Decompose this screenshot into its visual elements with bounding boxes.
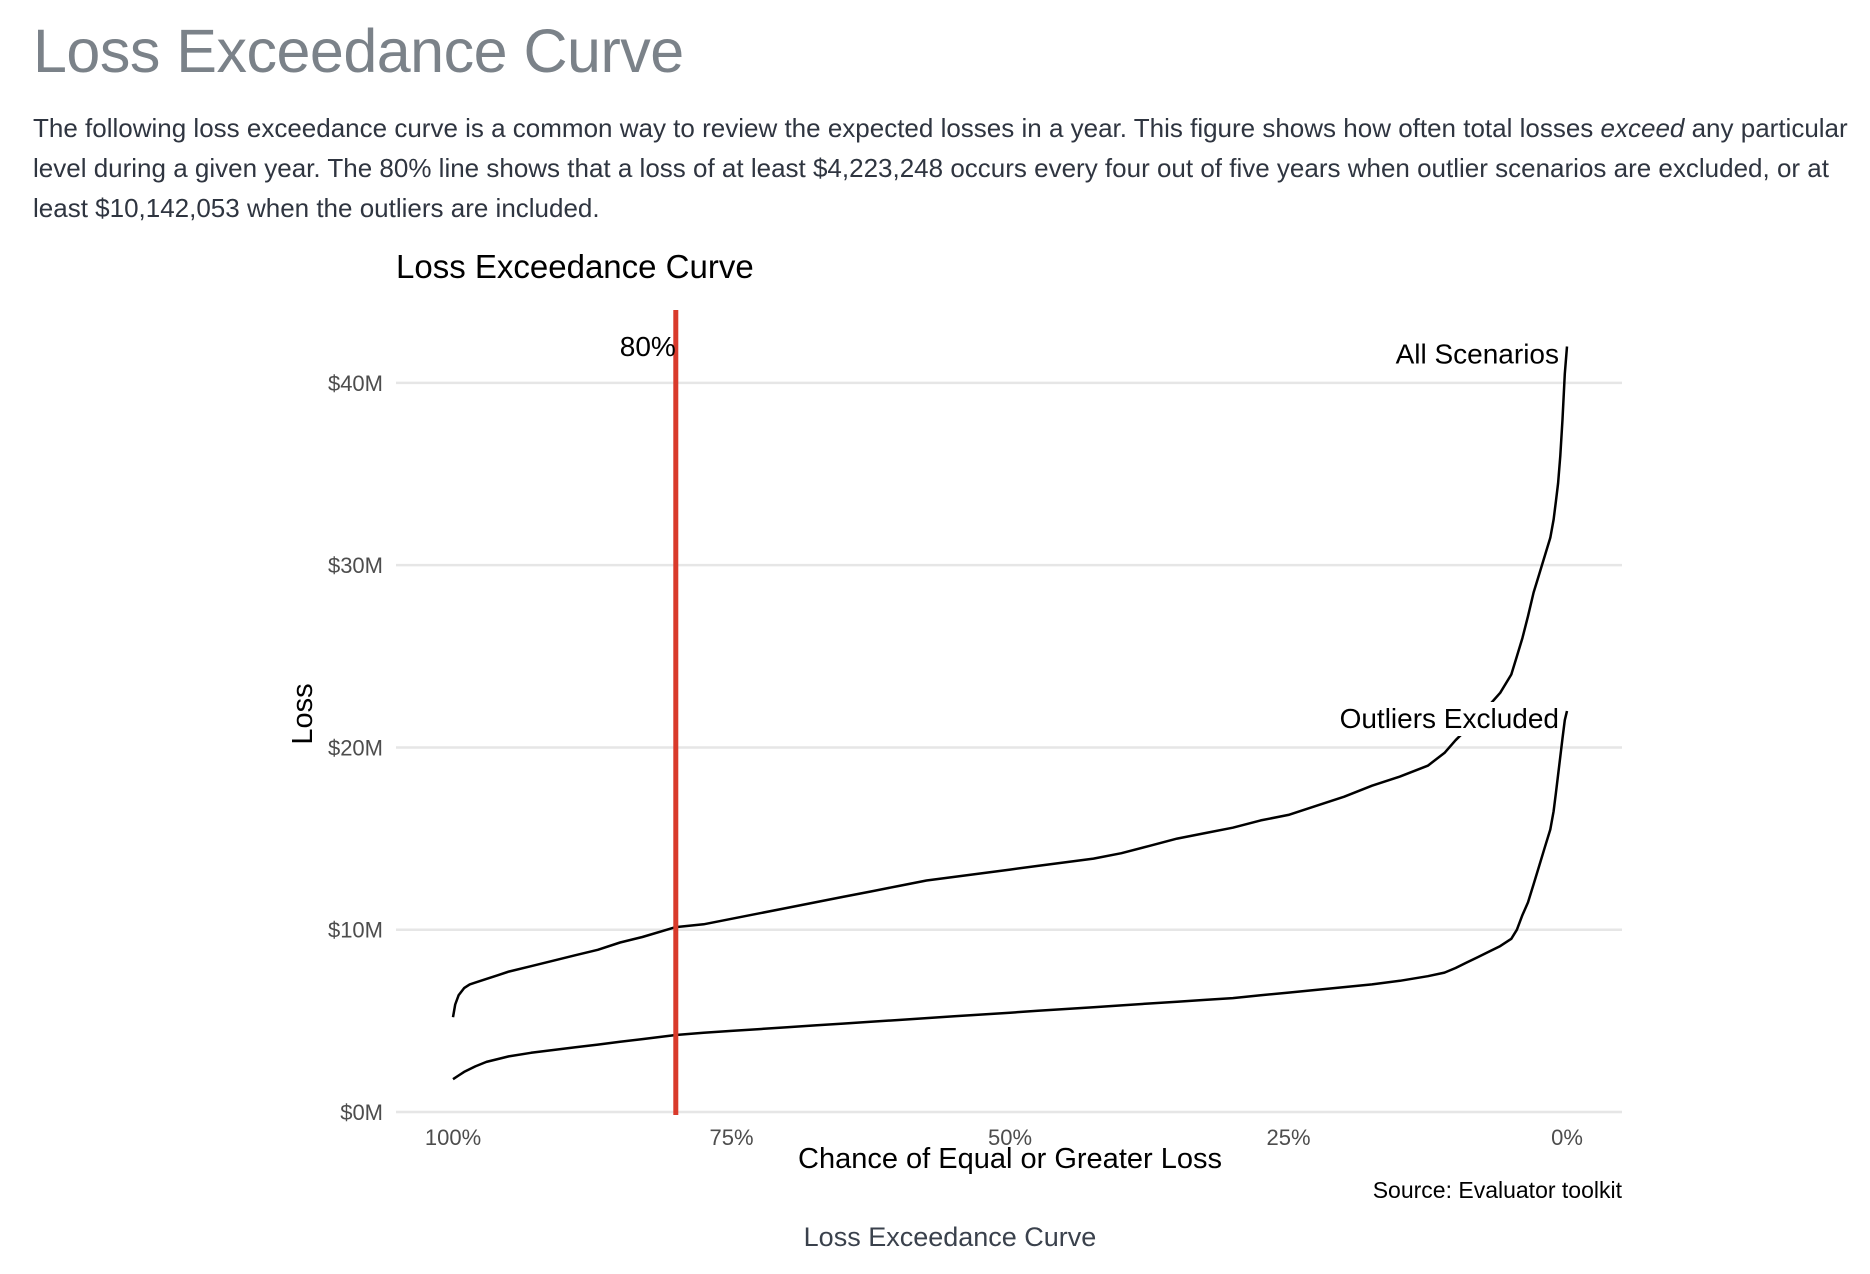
y-tick-label: $20M [328, 735, 383, 760]
reference-line-label: 80% [620, 331, 676, 362]
grid-lines [396, 381, 1622, 1114]
loss-exceedance-chart: 80% $0M $10M $20M $30M $40M 100% 75% 50% 25% 0% Al… [287, 248, 1623, 1203]
x-tick-label: 75% [709, 1125, 753, 1150]
series-label: All Scenarios [1396, 338, 1559, 369]
y-tick-label: $40M [328, 371, 383, 396]
intro-text-part2: any particular level during a given year… [33, 113, 1848, 223]
intro-emphasis: exceed [1600, 113, 1685, 143]
series-label-background [1336, 702, 1559, 736]
curves [451, 346, 1569, 1081]
series-label-background [1392, 337, 1559, 372]
series-label: Outliers Excluded [1340, 703, 1559, 734]
labels: $0M $10M $20M $30M $40M 100% 75% 50% 25% 0% All Sc… [328, 337, 1583, 1150]
x-tick-label: 0% [1551, 1125, 1583, 1150]
chart-source-caption: Source: Evaluator toolkit [1373, 1177, 1623, 1203]
y-axis-title: Loss [287, 683, 319, 744]
page-title: Loss Exceedance Curve [33, 17, 684, 85]
series-line-all-scenarios [451, 346, 1569, 1018]
x-tick-label: 100% [425, 1125, 481, 1150]
chart-title: Loss Exceedance Curve [396, 248, 754, 285]
x-tick-label: 50% [988, 1125, 1032, 1150]
y-tick-label: $0M [340, 1100, 383, 1125]
x-tick-label: 25% [1266, 1125, 1310, 1150]
intro-text-part1: The following loss exceedance curve is a… [33, 113, 1601, 143]
y-tick-label: $30M [328, 553, 383, 578]
series-line-outliers-excluded [452, 710, 1569, 1081]
figure-caption: Loss Exceedance Curve [803, 1222, 1097, 1252]
y-tick-label: $10M [328, 918, 383, 943]
reference-line-group: 80% [620, 310, 679, 1115]
intro-paragraph: The following loss exceedance curve is a… [33, 108, 1848, 228]
x-axis-title: Chance of Equal or Greater Loss [798, 1143, 1222, 1175]
